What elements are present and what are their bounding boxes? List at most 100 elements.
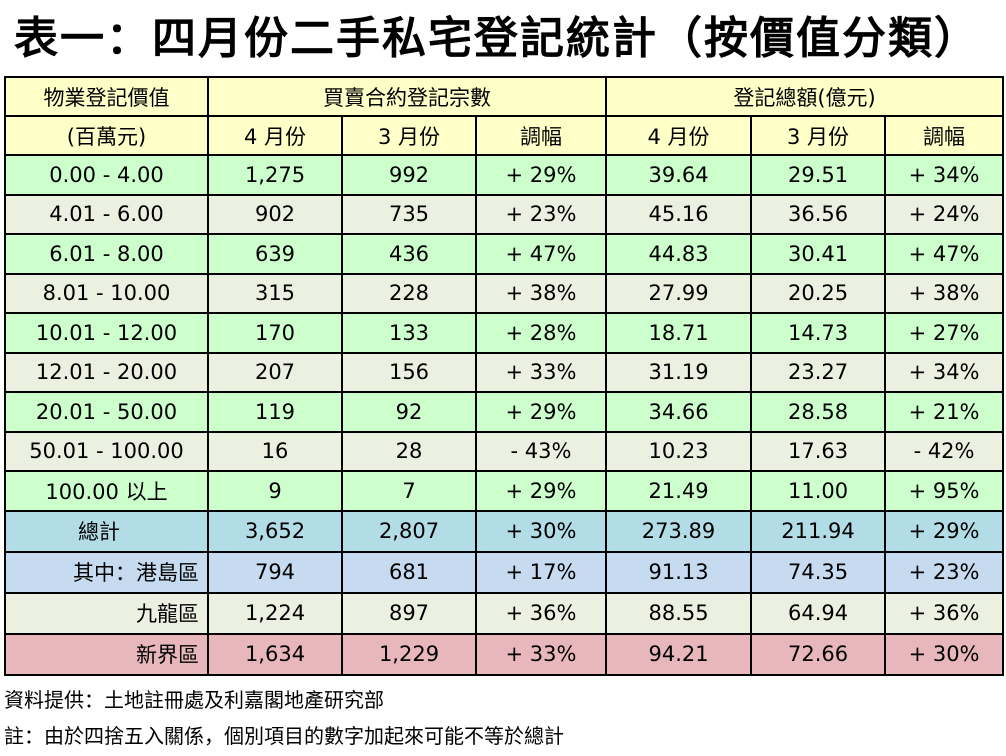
cell-change-count: + 47%	[474, 233, 608, 275]
cell-mar-amount: 14.73	[750, 312, 887, 354]
cell-apr-count: 119	[207, 391, 343, 433]
cell-apr-amount: 21.49	[605, 470, 753, 512]
cell-apr-count: 1,634	[207, 632, 343, 676]
cell-change-amount: + 24%	[884, 193, 1005, 235]
table-row: 6.01 - 8.00 639 436 + 47% 44.83 30.41 + 47%	[4, 233, 1005, 275]
cell-value-range: 8.01 - 10.00	[4, 272, 209, 314]
table-row: 4.01 - 6.00 902 735 + 23% 45.16 36.56 + 24%	[4, 193, 1005, 235]
cell-change-count: + 38%	[474, 272, 608, 314]
cell-mar-amount: 28.58	[750, 391, 887, 433]
cell-mar-count: 735	[341, 193, 477, 235]
cell-mar-count: 681	[341, 550, 477, 594]
cell-apr-amount: 27.99	[605, 272, 753, 314]
cell-value-range: 九龍區	[4, 591, 209, 635]
hk-island-row: 其中：港島區 794 681 + 17% 91.13 74.35 + 23%	[4, 550, 1005, 594]
cell-mar-count: 92	[341, 391, 477, 433]
header-total-amount: 登記總額(億元)	[605, 76, 1005, 117]
cell-mar-count: 133	[341, 312, 477, 354]
cell-change-amount: + 38%	[884, 272, 1005, 314]
cell-mar-amount: 17.63	[750, 430, 887, 472]
cell-apr-amount: 18.71	[605, 312, 753, 354]
cell-mar-amount: 36.56	[750, 193, 887, 235]
table-title: 表一：四月份二手私宅登記統計（按價值分類）	[14, 13, 980, 64]
cell-change-amount: + 34%	[884, 351, 1005, 393]
cell-apr-count: 639	[207, 233, 343, 275]
cell-value-range: 總計	[4, 509, 209, 553]
cell-apr-amount: 94.21	[605, 632, 753, 676]
header-value-range: 物業登記價值	[4, 76, 209, 117]
cell-change-amount: + 95%	[884, 470, 1005, 512]
header-row-groups: 物業登記價值 買賣合約登記宗數 登記總額(億元)	[4, 76, 1005, 117]
cell-change-count: + 23%	[474, 193, 608, 235]
cell-value-range: 新界區	[4, 632, 209, 676]
header-change-count: 調幅	[474, 115, 608, 156]
table-row: 100.00 以上 9 7 + 29% 21.49 11.00 + 95%	[4, 470, 1005, 512]
total-row: 總計 3,652 2,807 + 30% 273.89 211.94 + 29%	[4, 509, 1005, 553]
cell-apr-count: 902	[207, 193, 343, 235]
cell-mar-count: 992	[341, 154, 477, 196]
cell-change-count: + 28%	[474, 312, 608, 354]
kowloon-row: 九龍區 1,224 897 + 36% 88.55 64.94 + 36%	[4, 591, 1005, 635]
cell-change-count: + 29%	[474, 391, 608, 433]
cell-change-amount: + 30%	[884, 632, 1005, 676]
cell-mar-amount: 29.51	[750, 154, 887, 196]
cell-change-amount: + 36%	[884, 591, 1005, 635]
cell-mar-amount: 74.35	[750, 550, 887, 594]
table-row: 10.01 - 12.00 170 133 + 28% 18.71 14.73 + 27%	[4, 312, 1005, 354]
cell-mar-amount: 30.41	[750, 233, 887, 275]
cell-mar-amount: 20.25	[750, 272, 887, 314]
cell-value-range: 6.01 - 8.00	[4, 233, 209, 275]
cell-mar-count: 1,229	[341, 632, 477, 676]
cell-apr-count: 3,652	[207, 509, 343, 553]
header-mar-amount: 3 月份	[750, 115, 887, 156]
cell-value-range: 20.01 - 50.00	[4, 391, 209, 433]
cell-apr-count: 1,224	[207, 591, 343, 635]
cell-change-count: - 43%	[474, 430, 608, 472]
cell-mar-count: 228	[341, 272, 477, 314]
cell-apr-count: 315	[207, 272, 343, 314]
header-unit: (百萬元)	[4, 115, 209, 156]
cell-apr-amount: 31.19	[605, 351, 753, 393]
cell-apr-count: 207	[207, 351, 343, 393]
source-note: 資料提供：土地註冊處及利嘉閣地產研究部	[4, 688, 384, 712]
cell-mar-count: 156	[341, 351, 477, 393]
cell-mar-amount: 211.94	[750, 509, 887, 553]
table-row: 50.01 - 100.00 16 28- 43% 10.23 17.63- 42%	[4, 430, 1005, 472]
cell-apr-amount: 91.13	[605, 550, 753, 594]
cell-value-range: 10.01 - 12.00	[4, 312, 209, 354]
cell-mar-count: 2,807	[341, 509, 477, 553]
cell-apr-count: 1,275	[207, 154, 343, 196]
cell-apr-amount: 10.23	[605, 430, 753, 472]
cell-mar-amount: 72.66	[750, 632, 887, 676]
cell-change-amount: + 27%	[884, 312, 1005, 354]
header-apr-amount: 4 月份	[605, 115, 753, 156]
cell-change-count: + 29%	[474, 470, 608, 512]
cell-value-range: 50.01 - 100.00	[4, 430, 209, 472]
cell-change-count: + 36%	[474, 591, 608, 635]
rounding-note: 註：由於四捨五入關係，個別項目的數字加起來可能不等於總計	[4, 724, 564, 748]
cell-change-amount: + 23%	[884, 550, 1005, 594]
cell-value-range: 100.00 以上	[4, 470, 209, 512]
cell-value-range: 12.01 - 20.00	[4, 351, 209, 393]
cell-apr-amount: 39.64	[605, 154, 753, 196]
header-apr-count: 4 月份	[207, 115, 343, 156]
cell-apr-count: 9	[207, 470, 343, 512]
cell-mar-count: 436	[341, 233, 477, 275]
table-row: 0.00 - 4.00 1,275 992 + 29% 39.64 29.51 + 34%	[4, 154, 1005, 196]
statistics-table: 物業登記價值 買賣合約登記宗數 登記總額(億元) (百萬元) 4 月份 3 月份…	[4, 76, 1005, 676]
cell-mar-count: 7	[341, 470, 477, 512]
cell-mar-amount: 11.00	[750, 470, 887, 512]
cell-apr-count: 794	[207, 550, 343, 594]
cell-change-amount: + 47%	[884, 233, 1005, 275]
cell-change-count: + 17%	[474, 550, 608, 594]
cell-apr-amount: 88.55	[605, 591, 753, 635]
cell-mar-count: 28	[341, 430, 477, 472]
header-mar-count: 3 月份	[341, 115, 477, 156]
cell-apr-amount: 273.89	[605, 509, 753, 553]
table-row: 20.01 - 50.00 119 92 + 29% 34.66 28.58 + 21%	[4, 391, 1005, 433]
cell-apr-amount: 45.16	[605, 193, 753, 235]
header-contract-count: 買賣合約登記宗數	[206, 76, 608, 117]
cell-apr-amount: 34.66	[605, 391, 753, 433]
cell-change-count: + 33%	[474, 632, 608, 676]
header-change-amount: 調幅	[884, 115, 1005, 156]
